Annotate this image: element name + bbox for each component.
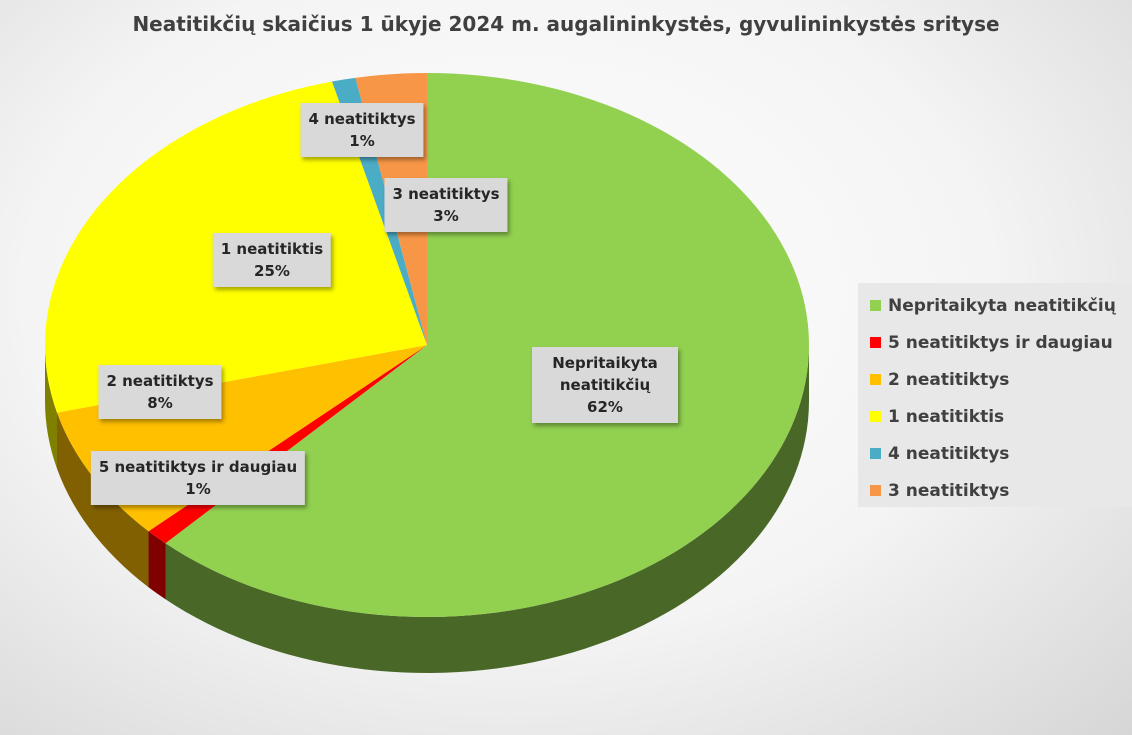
legend-swatch (870, 411, 881, 422)
slice-side (165, 345, 810, 673)
data-label-value: 8% (147, 394, 173, 412)
legend-label: Nepritaikyta neatitikčių (888, 295, 1116, 316)
data-label: 5 neatitiktys ir daugiau 1% (90, 451, 306, 505)
legend-item: 3 neatitiktys (858, 472, 1132, 509)
slice-side (148, 531, 166, 600)
data-label-value: 25% (254, 262, 290, 280)
legend-item: Nepritaikyta neatitikčių (858, 287, 1132, 324)
data-label-name: 2 neatitiktys (106, 372, 214, 390)
data-label: Nepritaikyta neatitikčių 62% (532, 347, 678, 423)
legend-swatch (870, 337, 881, 348)
legend-item: 2 neatitiktys (858, 361, 1132, 398)
legend-label: 4 neatitiktys (888, 443, 1010, 464)
data-label-value: 3% (433, 207, 459, 225)
data-label-name: 1 neatitiktis (220, 240, 324, 258)
data-label-name: 5 neatitiktys ir daugiau (98, 458, 298, 476)
legend-swatch (870, 448, 881, 459)
data-label-value: 1% (185, 480, 211, 498)
legend: Nepritaikyta neatitikčių 5 neatitiktys ir… (858, 283, 1132, 507)
data-label-name: 3 neatitiktys (392, 185, 500, 203)
slice (165, 73, 809, 617)
slice-side (45, 345, 58, 469)
data-label-name: 4 neatitiktys (308, 110, 416, 128)
data-label-value: 62% (587, 398, 623, 416)
legend-swatch (870, 300, 881, 311)
legend-label: 2 neatitiktys (888, 369, 1010, 390)
legend-swatch (870, 485, 881, 496)
legend-label: 1 neatitiktis (888, 406, 1005, 427)
legend-item: 5 neatitiktys ir daugiau (858, 324, 1132, 361)
data-label: 1 neatitiktis 25% (212, 233, 332, 287)
legend-label: 5 neatitiktys ir daugiau (888, 332, 1113, 353)
legend-item: 1 neatitiktis (858, 398, 1132, 435)
data-label: 3 neatitiktys 3% (384, 178, 508, 232)
legend-swatch (870, 374, 881, 385)
data-label: 2 neatitiktys 8% (98, 365, 222, 419)
data-label-name: Nepritaikyta neatitikčių (552, 354, 658, 394)
data-label-value: 1% (349, 132, 375, 150)
legend-item: 4 neatitiktys (858, 435, 1132, 472)
data-label: 4 neatitiktys 1% (300, 103, 424, 157)
chart-title: Neatitikčių skaičius 1 ūkyje 2024 m. aug… (132, 12, 1000, 36)
legend-label: 3 neatitiktys (888, 480, 1010, 501)
